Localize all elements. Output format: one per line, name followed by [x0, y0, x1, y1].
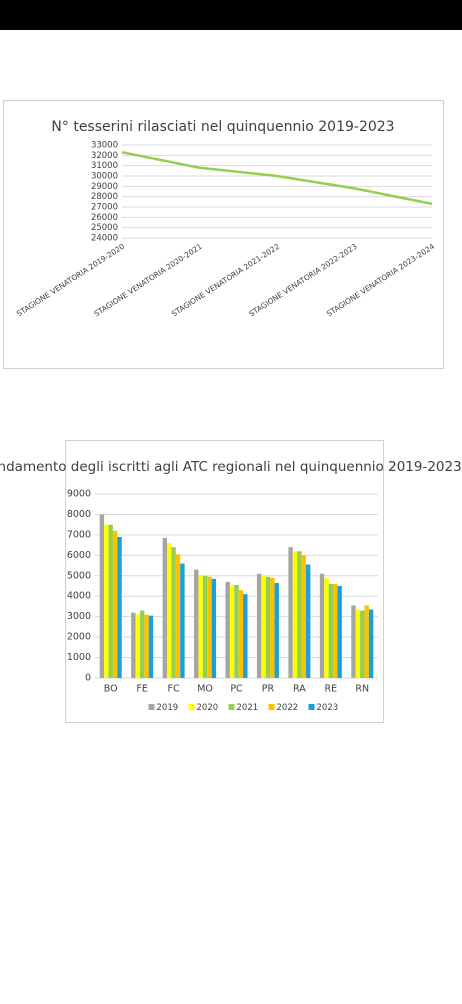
line [121, 151, 433, 206]
bar [144, 614, 149, 678]
bar [328, 583, 334, 678]
bar [117, 536, 122, 678]
bar [194, 569, 199, 678]
y-tick-label: 29000 [91, 182, 118, 192]
bar [135, 614, 140, 678]
x-tick-label: RA [293, 684, 306, 695]
bar [225, 581, 230, 678]
y-tick-label: 9000 [67, 489, 91, 500]
bar [198, 574, 203, 678]
x-tick-label: RE [325, 684, 338, 695]
x-tick-label: BO [104, 684, 118, 695]
x-tick-label: FE [136, 684, 147, 695]
x-tick-label: FC [168, 684, 180, 695]
bar [131, 612, 136, 678]
y-tick-label: 31000 [91, 161, 118, 171]
bar [243, 594, 248, 678]
top-bar [0, 0, 462, 30]
bar [292, 551, 298, 678]
y-tick-label: 5000 [67, 570, 91, 581]
bar [202, 575, 208, 678]
bar [139, 610, 145, 678]
y-tick-label: 6000 [67, 550, 91, 561]
chart-title: N° tesserini rilasciati nel quinquennio … [51, 119, 394, 135]
bar [355, 609, 361, 678]
legend-swatch [308, 704, 315, 710]
legend-swatch [148, 704, 155, 710]
bar [364, 605, 369, 678]
y-tick-label: 3000 [67, 611, 91, 622]
y-tick-label: 2000 [67, 632, 91, 643]
bar [324, 577, 329, 678]
bar [167, 543, 172, 678]
bar [368, 609, 374, 678]
bar [256, 573, 262, 678]
bar [319, 573, 325, 678]
bar [274, 582, 279, 678]
legend-swatch [268, 704, 275, 710]
bar [234, 584, 239, 678]
y-tick-label: 26000 [91, 213, 118, 223]
x-tick-label: RN [355, 684, 369, 695]
legend-label: 2022 [277, 703, 299, 713]
bar [333, 583, 338, 678]
bar [207, 576, 212, 678]
y-tick-label: 30000 [91, 172, 118, 182]
chart-frame [3, 100, 444, 369]
legend-label: 2021 [237, 703, 259, 713]
bar [351, 605, 356, 678]
bar [297, 551, 302, 678]
y-tick-label: 1000 [67, 652, 91, 663]
x-tick-label: MO [197, 684, 213, 695]
y-tick-label: 27000 [91, 203, 118, 213]
bar [265, 576, 271, 678]
legend-swatch [188, 704, 195, 710]
bar [261, 575, 266, 678]
bar [288, 547, 293, 678]
bar [171, 547, 176, 678]
y-tick-label: 0 [85, 673, 91, 684]
bar [360, 610, 365, 678]
y-tick-label: 33000 [91, 141, 118, 151]
bar [112, 530, 118, 678]
bar [211, 578, 217, 678]
bar [108, 524, 113, 678]
bar [104, 524, 109, 678]
legend-swatch [228, 704, 235, 710]
legend-label: 2019 [157, 703, 179, 713]
y-tick-label: 24000 [91, 234, 118, 244]
bar [99, 514, 105, 678]
y-tick-label: 8000 [67, 509, 91, 520]
bar [301, 555, 306, 678]
y-tick-label: 32000 [91, 151, 118, 161]
y-tick-label: 7000 [67, 529, 91, 540]
legend-label: 2020 [197, 703, 219, 713]
y-tick-label: 28000 [91, 192, 118, 202]
bar [148, 615, 154, 678]
bar [162, 537, 168, 678]
bar [180, 563, 185, 678]
bar [270, 577, 275, 678]
y-tick-label: 4000 [67, 591, 91, 602]
bar [305, 564, 311, 678]
legend-label: 2023 [317, 703, 339, 713]
bar [238, 590, 244, 678]
bar [229, 584, 235, 678]
bar [337, 586, 342, 678]
y-tick-label: 25000 [91, 223, 118, 233]
chart-title: Andamento degli iscritti agli ATC region… [0, 459, 462, 475]
bar [175, 554, 181, 678]
x-tick-label: PR [262, 684, 275, 695]
x-tick-label: PC [230, 684, 243, 695]
